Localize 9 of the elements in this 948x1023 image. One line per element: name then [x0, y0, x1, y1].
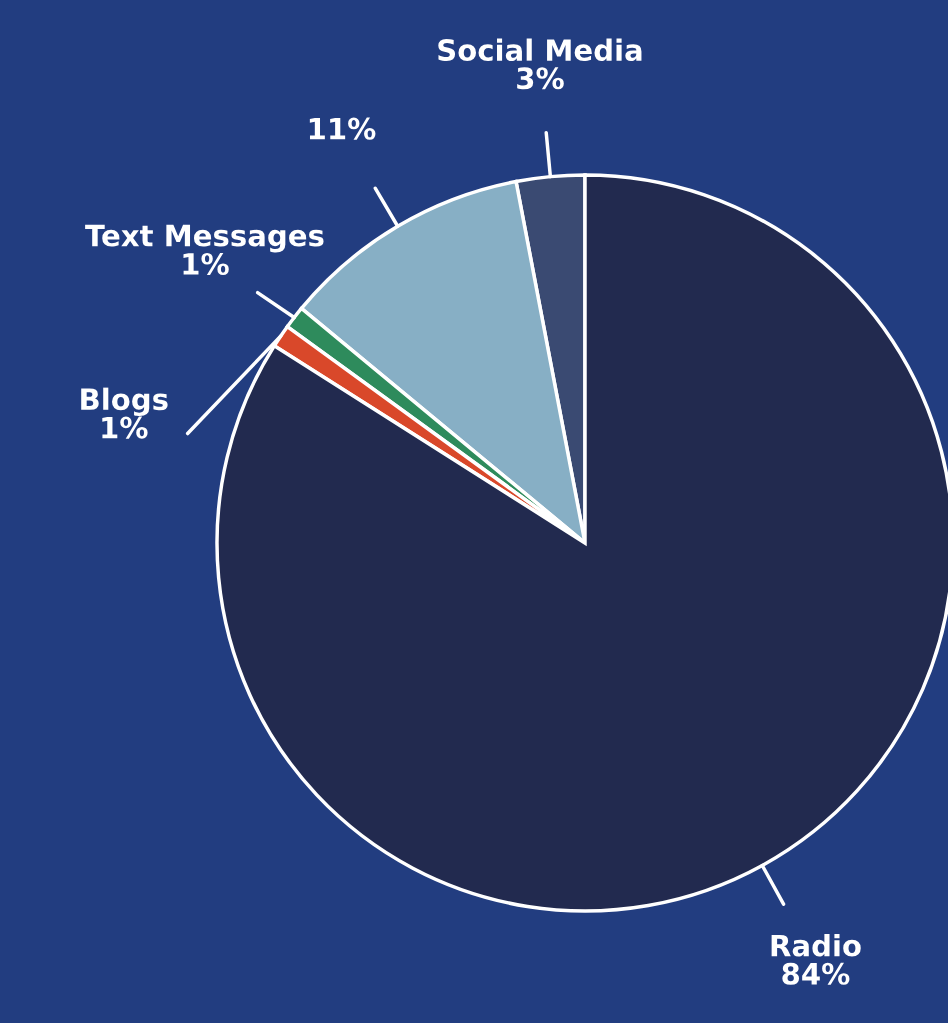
data-label: 3%	[517, 67, 564, 90]
data-label: 1%	[183, 252, 229, 276]
data-label: 84%	[782, 962, 850, 985]
slice-label: Text Messages	[85, 224, 324, 253]
data-label: 11%	[309, 117, 376, 140]
slice-label: Blogs	[81, 387, 168, 417]
data-label: 1%	[102, 416, 148, 439]
slice-label: Radio	[771, 934, 861, 957]
slice-label: Social Media	[438, 38, 642, 62]
